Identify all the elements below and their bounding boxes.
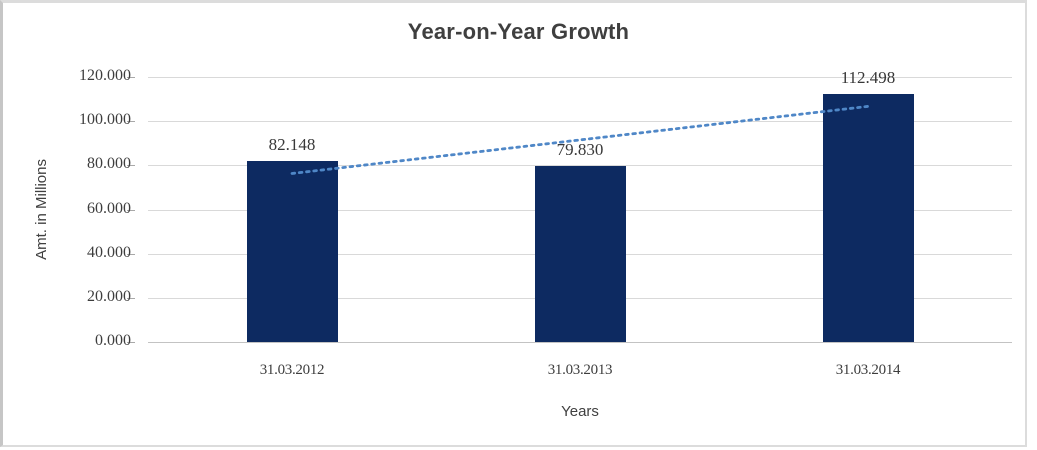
y-axis-title: Amt. in Millions — [30, 77, 52, 342]
x-axis-title: Years — [561, 403, 599, 420]
y-axis-title-text: Amt. in Millions — [32, 159, 50, 260]
chart-title: Year-on-Year Growth — [407, 19, 630, 44]
